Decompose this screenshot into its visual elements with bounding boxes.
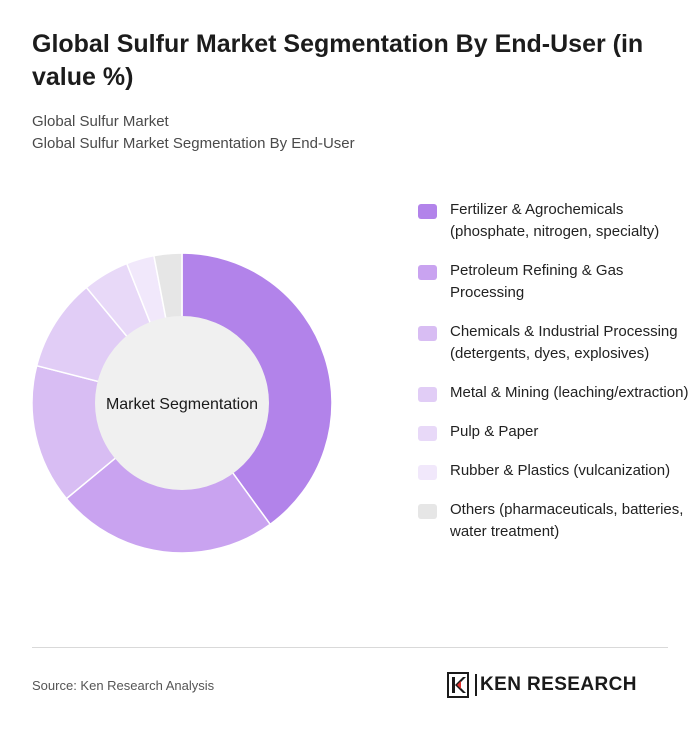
brand-name: KEN RESEARCH	[480, 674, 637, 695]
legend-swatch	[418, 426, 437, 441]
legend-item-6: Rubber & Plastics (vulcanization)	[418, 460, 688, 482]
legend-swatch	[418, 326, 437, 341]
brand-logo: KEN RESEARCH	[447, 672, 669, 698]
donut-chart: Market Segmentation	[32, 253, 332, 553]
legend-label: Rubber & Plastics (vulcanization)	[450, 462, 671, 479]
legend-swatch	[418, 504, 437, 519]
donut-center-label: Market Segmentation	[106, 396, 258, 413]
footer-divider	[32, 647, 668, 648]
legend-item-1: Fertilizer & Agrochemicals (phosphate, n…	[418, 199, 688, 243]
legend-item-4: Metal & Mining (leaching/extraction)	[418, 382, 688, 404]
legend-swatch	[418, 265, 437, 280]
legend-swatch	[418, 204, 437, 219]
legend-item-5: Pulp & Paper	[418, 421, 688, 443]
legend-swatch	[418, 465, 437, 480]
ken-research-logo-icon	[447, 672, 469, 698]
legend-label: Metal & Mining (leaching/extraction)	[450, 384, 689, 401]
legend-label: Fertilizer & Agrochemicals (phosphate, n…	[450, 201, 660, 240]
brand-separator	[475, 674, 477, 696]
chart-title: Global Sulfur Market Segmentation By End…	[32, 30, 644, 91]
legend-item-3: Chemicals & Industrial Processing (deter…	[418, 321, 688, 365]
legend-swatch	[418, 387, 437, 402]
donut-hole	[95, 316, 269, 490]
donut-svg: Market Segmentation	[32, 253, 332, 553]
legend-label: Chemicals & Industrial Processing (deter…	[450, 323, 678, 362]
breadcrumb-current: Global Sulfur Market Segmentation By End…	[32, 135, 355, 152]
breadcrumb-parent: Global Sulfur Market	[32, 113, 169, 130]
legend-item-2: Petroleum Refining & Gas Processing	[418, 260, 688, 304]
legend-label: Pulp & Paper	[450, 423, 539, 440]
source-note: Source: Ken Research Analysis	[32, 678, 215, 693]
legend-label: Others (pharmaceuticals, batteries, wate…	[450, 501, 684, 540]
legend-item-7: Others (pharmaceuticals, batteries, wate…	[418, 499, 688, 543]
legend-label: Petroleum Refining & Gas Processing	[450, 262, 624, 301]
